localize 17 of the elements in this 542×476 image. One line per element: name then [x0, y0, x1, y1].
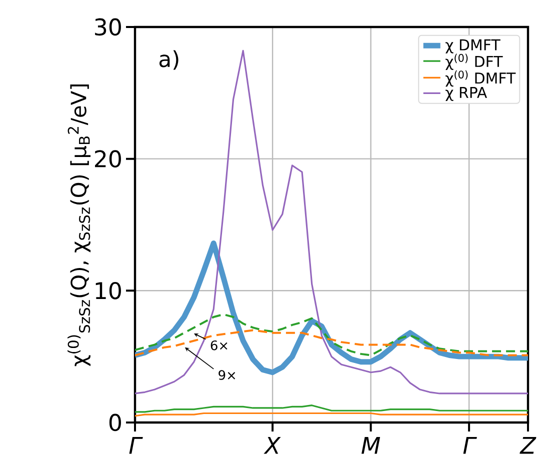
x-tick-label: M [362, 437, 380, 454]
x-tick-label: X [264, 437, 281, 454]
x-tick-label: Γ [129, 437, 143, 454]
legend-label: χ DMFT [446, 39, 500, 54]
x-tick-label: Γ [463, 437, 477, 454]
text: χ$^{(0)}$$_{SzSz}$(Q), χ$_{SzSz}$(Q) [μ$_{B}$$^{2}$/eV] [68, 84, 90, 366]
y-tick-label: 10 [96, 282, 121, 300]
annotation: 9× [218, 370, 236, 380]
legend-label: χ$^{(0)}$ DMFT [446, 70, 516, 87]
legend-label: χ$^{(0)}$ DFT [446, 54, 503, 70]
annotation: 6× [210, 340, 228, 350]
y-tick-label: 0 [109, 414, 121, 432]
annotation: a) [159, 50, 178, 70]
x-tick-label: Z [520, 437, 536, 454]
y-tick-label: 30 [95, 18, 121, 36]
y-tick-label: 20 [95, 150, 121, 168]
legend-label: χ RPA [446, 87, 488, 102]
